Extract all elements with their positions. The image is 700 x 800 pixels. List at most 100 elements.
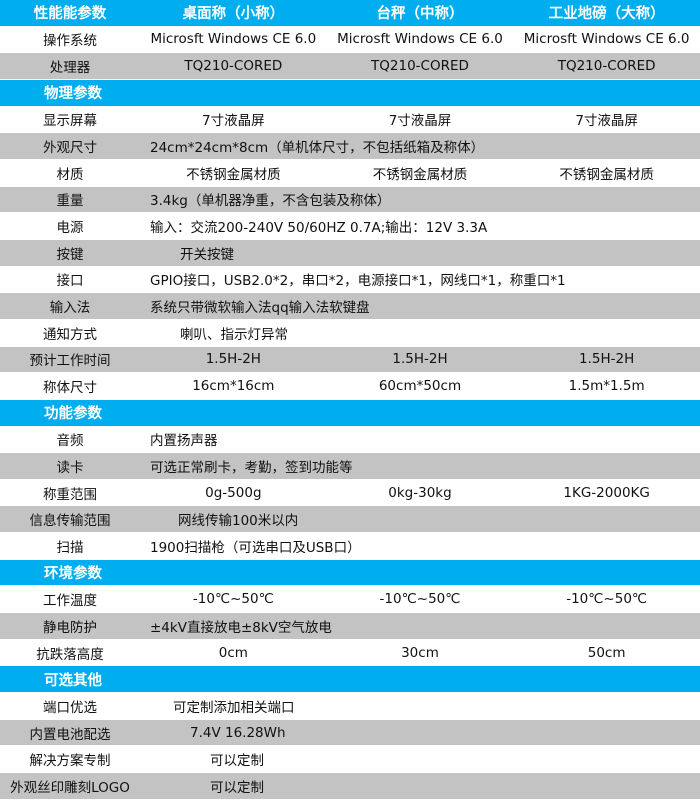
- row-label: 信息传输范围: [29, 513, 111, 530]
- row-label: 称体尺寸: [43, 380, 97, 397]
- section-title: 可选其他: [44, 672, 102, 689]
- cell-value: TQ210-CORED: [371, 58, 469, 75]
- cell-value: -10℃~50℃: [192, 591, 274, 608]
- cell-value: 0cm: [218, 644, 248, 661]
- cell-value: ±4kV直接放电±8kV空气放电: [150, 619, 332, 636]
- table-header-row: 性能能参数 桌面称（小称） 台秤（中称） 工业地磅（大称）: [0, 0, 700, 27]
- cell-value: TQ210-CORED: [184, 58, 283, 75]
- table-row: 按键 开关按键: [0, 239, 700, 267]
- cell-value: 60cm*50cm: [378, 378, 462, 395]
- table-row: 电源 输入：交流200-240V 50/60HZ 0.7A;输出：12V 3.3A: [0, 213, 700, 240]
- row-label: 电源: [56, 220, 84, 237]
- table-row: 端口优选 可定制添加相关端口: [0, 693, 700, 720]
- column-header: 桌面称（小称）: [182, 6, 285, 23]
- section-title: 功能参数: [44, 406, 102, 423]
- row-label: 处理器: [49, 60, 91, 77]
- row-label: 读卡: [56, 459, 84, 476]
- cell-value: 可以定制: [210, 779, 264, 796]
- column-header: 工业地磅（大称）: [548, 6, 665, 23]
- cell-value: 50cm: [587, 644, 626, 661]
- cell-value: 可选正常刷卡，考勤，签到功能等: [150, 459, 353, 476]
- cell-value: 不锈钢金属材质: [186, 166, 281, 183]
- cell-value: 系统只带微软输入法qq输入法软键盘: [150, 300, 370, 317]
- row-label: 操作系统: [43, 33, 97, 50]
- cell-value: 开关按键: [180, 246, 234, 263]
- row-label: 材质: [56, 166, 84, 183]
- row-label: 通知方式: [43, 326, 97, 343]
- cell-value: 1.5H-2H: [579, 351, 635, 368]
- row-label: 工作温度: [43, 593, 97, 610]
- row-label: 外观丝印雕刻LOGO: [10, 779, 130, 796]
- table-row: 解决方案专制 可以定制: [0, 746, 700, 774]
- cell-value: 喇叭、指示灯异常: [180, 326, 288, 343]
- row-label: 按键: [56, 246, 84, 263]
- row-label: 静电防护: [43, 619, 97, 636]
- section-header-row: 环境参数: [0, 559, 700, 587]
- section-title: 环境参数: [44, 566, 102, 583]
- cell-value: 30cm: [401, 644, 439, 661]
- section-header-row: 物理参数: [0, 79, 700, 107]
- cell-value: TQ210-CORED: [557, 58, 656, 75]
- cell-value: 不锈钢金属材质: [372, 166, 468, 183]
- cell-value: 3.4kg（单机器净重，不含包装及称体）: [150, 193, 391, 210]
- row-label: 接口: [56, 273, 84, 290]
- table-row: 音频 内置扬声器: [0, 426, 700, 454]
- table-row: 通知方式 喇叭、指示灯异常: [0, 319, 700, 347]
- table-row: 扫描 1900扫描枪（可选串口及USB口）: [0, 533, 700, 560]
- cell-value: 24cm*24cm*8cm（单机体尺寸，不包括纸箱及称体）: [150, 140, 485, 157]
- table-row: 预计工作时间 1.5H-2H 1.5H-2H 1.5H-2H: [0, 346, 700, 374]
- cell-value: 1.5m*1.5m: [568, 378, 645, 395]
- cell-value: Microsft Windows CE 6.0: [523, 31, 690, 48]
- table-row: 重量 3.4kg（单机器净重，不含包装及称体）: [0, 186, 700, 214]
- section-header-row: 可选其他: [0, 666, 700, 694]
- row-label: 性能能参数: [33, 6, 107, 23]
- row-label: 扫描: [56, 539, 84, 556]
- cell-value: Microsft Windows CE 6.0: [337, 31, 503, 48]
- row-label: 输入法: [49, 300, 91, 317]
- table-row: 称体尺寸 16cm*16cm 60cm*50cm 1.5m*1.5m: [0, 373, 700, 400]
- table-row: 抗跌落高度 0cm 30cm 50cm: [0, 639, 700, 667]
- cell-value: 7.4V 16.28Wh: [190, 724, 286, 741]
- table-row: 操作系统 Microsft Windows CE 6.0 Microsft Wind…: [0, 26, 700, 54]
- cell-value: 不锈钢金属材质: [559, 166, 654, 183]
- cell-value: 可定制添加相关端口: [173, 699, 295, 716]
- section-header-row: 功能参数: [0, 399, 700, 427]
- table-row: 接口 GPIO接口，USB2.0*2，串口*2，电源接口*1，网线口*1，称重口*…: [0, 266, 700, 294]
- cell-value: 1KG-2000KG: [563, 484, 650, 501]
- cell-value: 7寸液晶屏: [388, 113, 452, 130]
- row-label: 端口优选: [43, 699, 97, 716]
- table-row: 材质 不锈钢金属材质 不锈钢金属材质 不锈钢金属材质: [0, 159, 700, 187]
- table-row: 显示屏幕 7寸液晶屏 7寸液晶屏 7寸液晶屏: [0, 106, 700, 134]
- cell-value: 1.5H-2H: [392, 351, 448, 368]
- cell-value: -10℃~50℃: [379, 591, 461, 608]
- table-row: 外观尺寸 24cm*24cm*8cm（单机体尺寸，不包括纸箱及称体）: [0, 133, 700, 160]
- cell-value: 16cm*16cm: [192, 378, 275, 395]
- cell-value: 内置扬声器: [150, 433, 218, 450]
- cell-value: Microsft Windows CE 6.0: [150, 31, 317, 48]
- cell-value: 网线传输100米以内: [178, 513, 299, 530]
- section-title: 物理参数: [44, 86, 102, 103]
- cell-value: 1900扫描枪（可选串口及USB口）: [150, 539, 361, 556]
- table-row: 处理器 TQ210-CORED TQ210-CORED TQ210-CORED: [0, 53, 700, 80]
- row-label: 音频: [56, 433, 84, 450]
- row-label: 重量: [56, 193, 84, 210]
- table-row: 读卡 可选正常刷卡，考勤，签到功能等: [0, 453, 700, 480]
- cell-value: 输入：交流200-240V 50/60HZ 0.7A;输出：12V 3.3A: [150, 220, 488, 237]
- table-row: 静电防护 ±4kV直接放电±8kV空气放电: [0, 613, 700, 640]
- table-row: 内置电池配选 7.4V 16.28Wh: [0, 719, 700, 747]
- row-label: 显示屏幕: [43, 113, 97, 130]
- row-label: 抗跌落高度: [36, 646, 104, 663]
- cell-value: 1.5H-2H: [205, 351, 261, 368]
- row-label: 内置电池配选: [29, 726, 111, 743]
- table-row: 信息传输范围 网线传输100米以内: [0, 506, 700, 534]
- cell-value: 可以定制: [210, 753, 264, 770]
- column-header: 台秤（中称）: [376, 6, 464, 23]
- cell-value: 7寸液晶屏: [202, 113, 265, 130]
- cell-value: -10℃~50℃: [566, 591, 648, 608]
- cell-value: GPIO接口，USB2.0*2，串口*2，电源接口*1，网线口*1，称重口*1: [150, 273, 566, 290]
- table-row: 工作温度 -10℃~50℃ -10℃~50℃ -10℃~50℃: [0, 586, 700, 614]
- row-label: 预计工作时间: [29, 353, 111, 370]
- cell-value: 0kg-30kg: [388, 484, 452, 501]
- cell-value: 7寸液晶屏: [575, 113, 638, 130]
